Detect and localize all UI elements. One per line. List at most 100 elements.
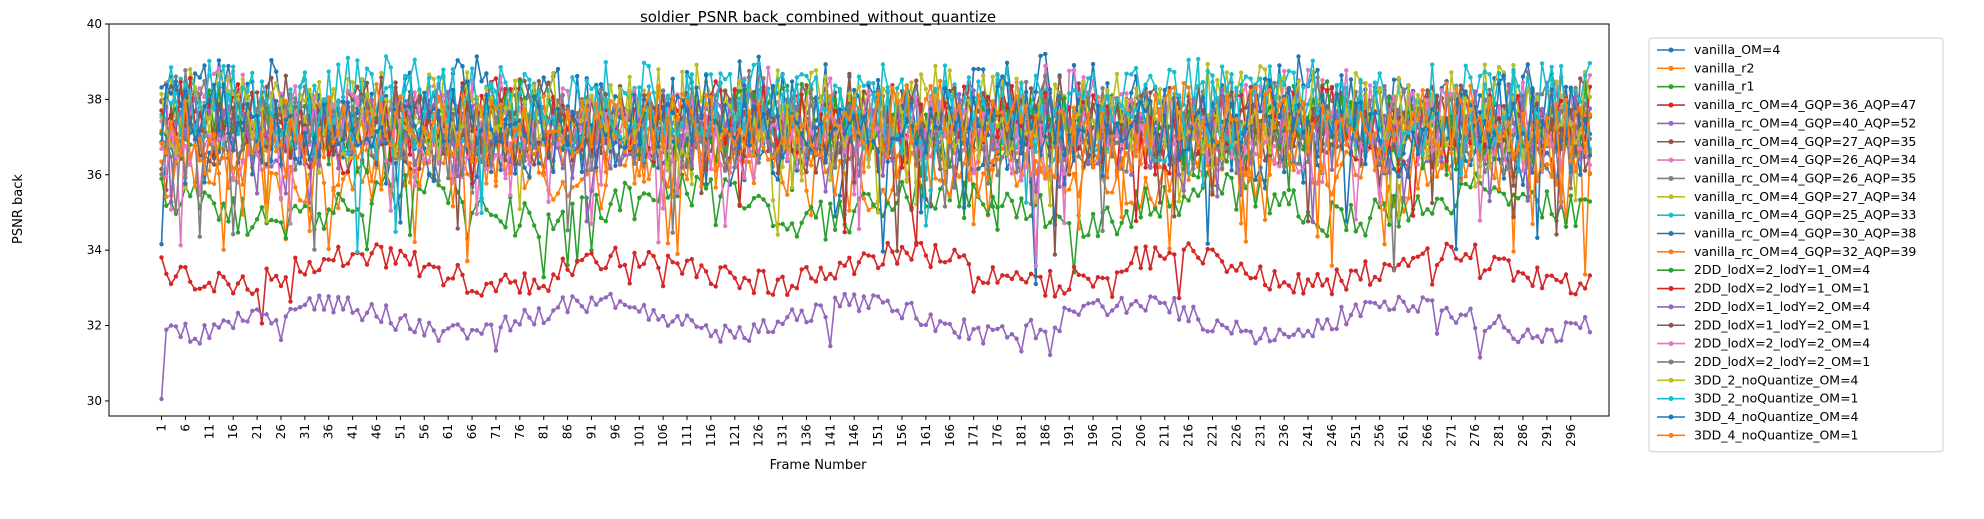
data-point: [312, 269, 317, 275]
data-point: [302, 200, 308, 205]
data-point: [1076, 154, 1081, 159]
data-point: [641, 261, 647, 266]
data-point: [517, 162, 522, 167]
data-point: [866, 80, 871, 85]
data-point: [355, 101, 360, 106]
data-point: [770, 198, 776, 203]
data-point: [1148, 73, 1153, 79]
data-point: [1071, 309, 1077, 314]
data-point: [183, 265, 188, 270]
data-point: [1186, 57, 1191, 63]
data-point: [957, 204, 962, 209]
data-point: [1387, 222, 1392, 227]
data-point: [1033, 189, 1039, 194]
data-point: [1334, 267, 1339, 272]
data-point: [766, 290, 771, 295]
data-point: [737, 325, 742, 330]
data-point: [546, 317, 551, 322]
data-point: [1496, 116, 1502, 121]
data-point: [971, 327, 976, 332]
data-point: [933, 86, 938, 92]
data-point: [1033, 89, 1039, 95]
data-point: [1305, 219, 1311, 224]
data-point: [555, 218, 561, 223]
data-point: [694, 174, 699, 180]
data-point: [1229, 90, 1234, 95]
data-point: [374, 165, 379, 170]
data-point: [1396, 224, 1402, 229]
data-point: [345, 261, 351, 266]
data-point: [192, 336, 198, 341]
data-point: [1119, 215, 1124, 220]
data-point: [598, 215, 604, 221]
data-point: [1539, 339, 1545, 344]
data-point: [584, 219, 589, 224]
data-point: [403, 253, 408, 259]
data-point: [1229, 263, 1234, 269]
data-point: [1157, 253, 1163, 259]
data-point: [570, 175, 575, 181]
data-point: [207, 158, 212, 163]
data-point: [809, 163, 814, 168]
data-point: [168, 112, 174, 118]
data-point: [789, 79, 795, 84]
data-point: [1430, 200, 1435, 206]
data-point: [1563, 320, 1569, 325]
data-point: [1310, 106, 1316, 112]
data-point: [555, 276, 561, 281]
data-point: [646, 317, 651, 322]
data-point: [1449, 211, 1454, 216]
data-point: [589, 248, 594, 253]
data-point: [412, 249, 417, 255]
data-point: [1387, 262, 1392, 268]
data-point: [770, 223, 776, 229]
data-point: [336, 191, 341, 196]
data-point: [751, 322, 757, 327]
data-point: [1023, 79, 1029, 85]
data-point: [1496, 65, 1502, 70]
data-point: [1535, 95, 1540, 100]
data-point: [173, 154, 179, 159]
data-point: [1133, 218, 1139, 224]
data-point: [933, 242, 938, 248]
data-point: [1277, 202, 1282, 208]
data-point: [780, 180, 785, 185]
data-point: [1487, 72, 1492, 77]
data-point: [976, 193, 981, 198]
data-point: [837, 193, 843, 198]
data-point: [761, 268, 766, 274]
data-point: [1258, 336, 1263, 341]
data-point: [1520, 182, 1526, 187]
data-point: [168, 323, 174, 328]
data-point: [1181, 247, 1187, 252]
data-point: [680, 69, 685, 75]
data-point: [899, 316, 905, 321]
data-point: [522, 201, 527, 206]
data-point: [512, 171, 518, 176]
data-point: [216, 66, 222, 71]
data-point: [885, 298, 890, 303]
data-point: [1434, 94, 1440, 99]
data-point: [1578, 281, 1583, 286]
data-point: [885, 200, 890, 206]
data-point: [1119, 269, 1124, 274]
data-point: [441, 161, 446, 166]
data-point: [766, 329, 771, 335]
data-point: [1172, 295, 1177, 301]
data-point: [684, 73, 690, 79]
data-point: [1415, 309, 1421, 314]
data-point: [197, 92, 202, 97]
data-point: [1205, 329, 1210, 334]
data-point: [727, 165, 733, 170]
data-point: [1277, 327, 1282, 332]
data-point: [1052, 294, 1058, 299]
data-point: [512, 161, 518, 167]
data-point: [622, 153, 628, 158]
data-point: [1000, 273, 1005, 278]
data-point: [1291, 168, 1296, 173]
data-point: [340, 263, 346, 269]
data-point: [1253, 204, 1258, 209]
data-point: [818, 303, 823, 308]
data-point: [178, 264, 183, 270]
data-point: [1124, 169, 1129, 174]
